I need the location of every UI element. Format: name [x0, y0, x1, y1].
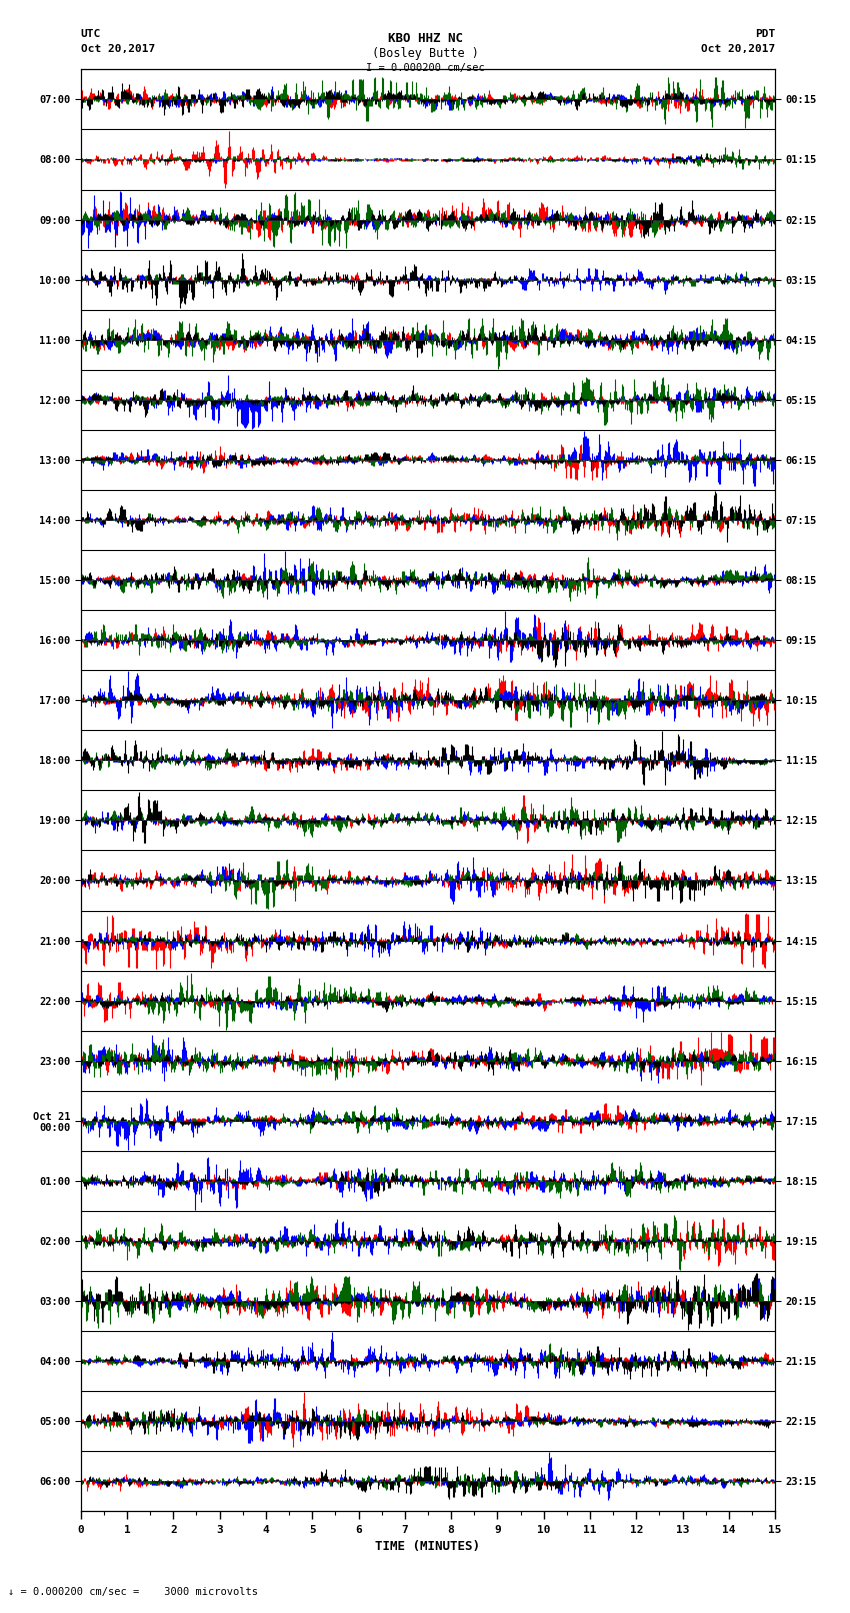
Text: UTC: UTC: [81, 29, 101, 39]
X-axis label: TIME (MINUTES): TIME (MINUTES): [376, 1540, 480, 1553]
Text: PDT: PDT: [755, 29, 775, 39]
Text: Oct 20,2017: Oct 20,2017: [81, 44, 155, 53]
Text: I = 0.000200 cm/sec: I = 0.000200 cm/sec: [366, 63, 484, 73]
Text: ↓ = 0.000200 cm/sec =    3000 microvolts: ↓ = 0.000200 cm/sec = 3000 microvolts: [8, 1587, 258, 1597]
Text: (Bosley Butte ): (Bosley Butte ): [371, 47, 479, 60]
Text: Oct 20,2017: Oct 20,2017: [701, 44, 775, 53]
Text: KBO HHZ NC: KBO HHZ NC: [388, 32, 462, 45]
